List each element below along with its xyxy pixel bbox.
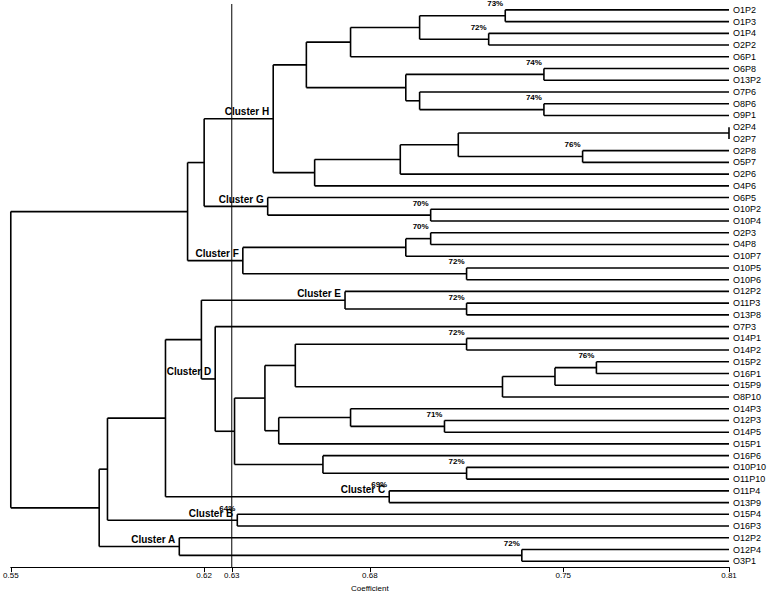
svg-text:Coefficient: Coefficient xyxy=(351,584,389,593)
svg-text:0.62: 0.62 xyxy=(196,571,212,580)
svg-text:O13P8: O13P8 xyxy=(733,310,761,320)
svg-text:73%: 73% xyxy=(487,0,503,8)
svg-text:O10P7: O10P7 xyxy=(733,251,761,261)
svg-text:O4P6: O4P6 xyxy=(733,181,756,191)
svg-text:70%: 70% xyxy=(413,199,429,208)
svg-text:72%: 72% xyxy=(449,328,465,337)
svg-text:O10P2: O10P2 xyxy=(733,204,761,214)
svg-text:O6P1: O6P1 xyxy=(733,52,756,62)
svg-text:72%: 72% xyxy=(504,539,520,548)
svg-text:76%: 76% xyxy=(565,140,581,149)
svg-text:O13P9: O13P9 xyxy=(733,498,761,508)
svg-text:70%: 70% xyxy=(413,222,429,231)
svg-text:O10P4: O10P4 xyxy=(733,216,761,226)
svg-text:O8P10: O8P10 xyxy=(733,392,761,402)
svg-text:76%: 76% xyxy=(578,351,594,360)
svg-text:Cluster G: Cluster G xyxy=(219,194,264,205)
svg-text:O1P4: O1P4 xyxy=(733,28,756,38)
svg-text:O14P3: O14P3 xyxy=(733,404,761,414)
svg-text:71%: 71% xyxy=(426,410,442,419)
svg-text:O2P2: O2P2 xyxy=(733,40,756,50)
svg-text:O12P3: O12P3 xyxy=(733,415,761,425)
svg-text:Cluster H: Cluster H xyxy=(224,106,270,118)
svg-text:74%: 74% xyxy=(526,93,542,102)
svg-text:O3P1: O3P1 xyxy=(733,556,756,566)
svg-text:O2P3: O2P3 xyxy=(733,228,756,238)
svg-text:O1P3: O1P3 xyxy=(733,17,756,27)
svg-text:O10P6: O10P6 xyxy=(733,275,761,285)
svg-text:O12P2: O12P2 xyxy=(733,533,761,543)
svg-text:O7P3: O7P3 xyxy=(733,322,756,332)
svg-text:O11P10: O11P10 xyxy=(733,474,765,484)
svg-text:0.75: 0.75 xyxy=(555,571,571,580)
svg-text:O2P8: O2P8 xyxy=(733,146,756,156)
svg-text:Cluster D: Cluster D xyxy=(167,366,211,377)
svg-text:O14P5: O14P5 xyxy=(733,427,761,437)
svg-text:72%: 72% xyxy=(471,23,487,32)
svg-text:Cluster C: Cluster C xyxy=(341,484,385,495)
svg-text:O16P3: O16P3 xyxy=(733,521,761,531)
svg-text:O9P1: O9P1 xyxy=(733,110,756,120)
svg-text:O15P2: O15P2 xyxy=(733,357,761,367)
svg-text:72%: 72% xyxy=(449,457,465,466)
svg-text:O4P8: O4P8 xyxy=(733,239,756,249)
svg-text:O14P2: O14P2 xyxy=(733,345,761,355)
svg-text:O15P9: O15P9 xyxy=(733,380,761,390)
svg-text:Cluster E: Cluster E xyxy=(297,288,341,299)
svg-text:0.81: 0.81 xyxy=(721,571,737,580)
svg-text:O16P1: O16P1 xyxy=(733,369,761,379)
svg-text:O11P3: O11P3 xyxy=(733,298,760,308)
svg-text:O10P5: O10P5 xyxy=(733,263,761,273)
svg-text:O16P6: O16P6 xyxy=(733,451,761,461)
svg-text:0.63: 0.63 xyxy=(224,571,240,580)
svg-text:Cluster F: Cluster F xyxy=(195,248,238,259)
svg-text:O5P7: O5P7 xyxy=(733,157,756,167)
svg-text:Cluster A: Cluster A xyxy=(131,534,175,545)
svg-text:O10P10: O10P10 xyxy=(733,462,766,472)
svg-text:72%: 72% xyxy=(449,293,465,302)
svg-text:O6P8: O6P8 xyxy=(733,64,756,74)
svg-text:O2P4: O2P4 xyxy=(733,122,756,132)
svg-text:72%: 72% xyxy=(449,257,465,266)
svg-text:O1P2: O1P2 xyxy=(733,5,756,15)
svg-text:O15P4: O15P4 xyxy=(733,509,761,519)
svg-text:O2P6: O2P6 xyxy=(733,169,756,179)
svg-text:O15P1: O15P1 xyxy=(733,439,761,449)
svg-text:O12P2: O12P2 xyxy=(733,286,761,296)
svg-text:O12P4: O12P4 xyxy=(733,545,761,555)
svg-text:O7P6: O7P6 xyxy=(733,87,756,97)
svg-text:74%: 74% xyxy=(526,58,542,67)
svg-text:O2P7: O2P7 xyxy=(733,134,756,144)
svg-text:O8P6: O8P6 xyxy=(733,99,756,109)
svg-text:O6P5: O6P5 xyxy=(733,193,756,203)
svg-text:0.55: 0.55 xyxy=(3,571,19,580)
svg-text:O14P1: O14P1 xyxy=(733,333,761,343)
svg-text:O13P2: O13P2 xyxy=(733,75,761,85)
svg-text:0.68: 0.68 xyxy=(362,571,378,580)
svg-text:O11P4: O11P4 xyxy=(733,486,760,496)
svg-text:Cluster B: Cluster B xyxy=(189,508,233,519)
